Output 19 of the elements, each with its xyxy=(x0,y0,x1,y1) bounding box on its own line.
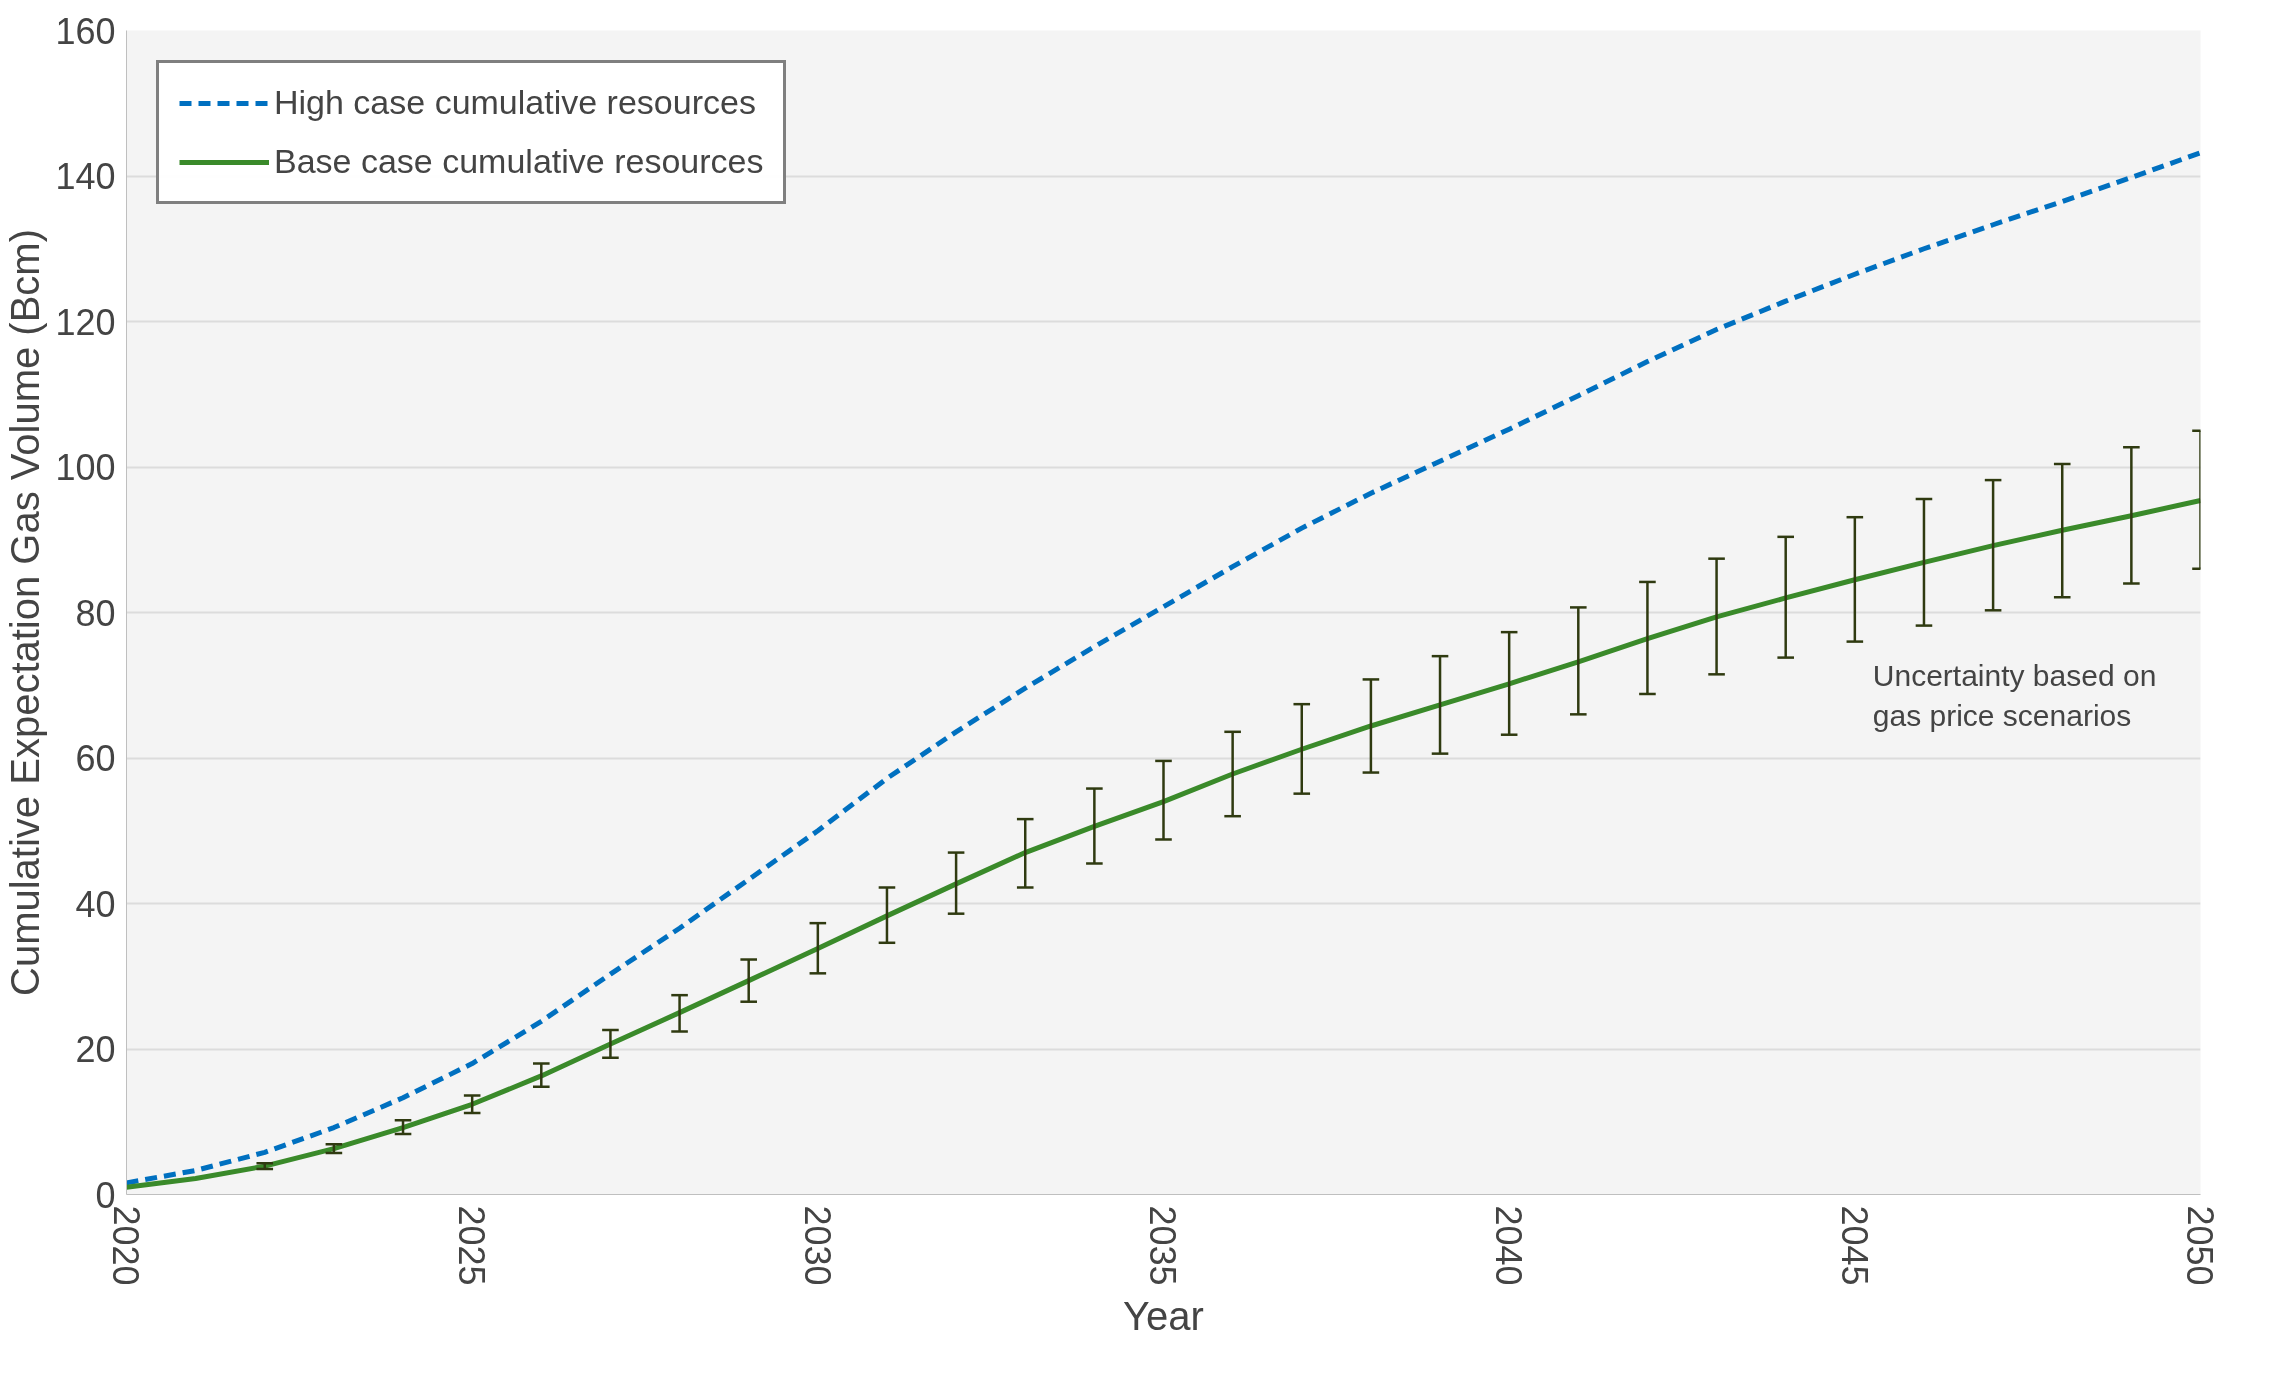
y-tick-label: 80 xyxy=(75,592,116,634)
legend-label: Base case cumulative resources xyxy=(274,142,764,181)
y-tick-label: 20 xyxy=(75,1029,116,1070)
y-tick-label: 100 xyxy=(55,447,116,488)
x-tick-label: 2030 xyxy=(796,1205,838,1286)
x-tick-label: 2040 xyxy=(1488,1205,1530,1286)
y-axis-title: Cumulative Expectation Gas Volume (Bcm) xyxy=(3,229,48,996)
y-tick-label: 140 xyxy=(55,156,116,197)
y-tick-label: 160 xyxy=(55,10,116,52)
legend-label: High case cumulative resources xyxy=(274,83,756,122)
x-axis-title: Year xyxy=(1123,1293,1204,1338)
x-tick-label: 2050 xyxy=(2179,1205,2221,1286)
x-tick-label: 2025 xyxy=(451,1205,493,1286)
annotation: Uncertainty based on gas price scenarios xyxy=(1872,659,2157,732)
y-tick-label: 120 xyxy=(55,301,116,343)
y-tick-label: 60 xyxy=(75,738,116,779)
x-tick-label: 2045 xyxy=(1833,1205,1875,1286)
x-tick-label: 2035 xyxy=(1142,1205,1184,1286)
y-tick-label: 40 xyxy=(75,883,116,925)
